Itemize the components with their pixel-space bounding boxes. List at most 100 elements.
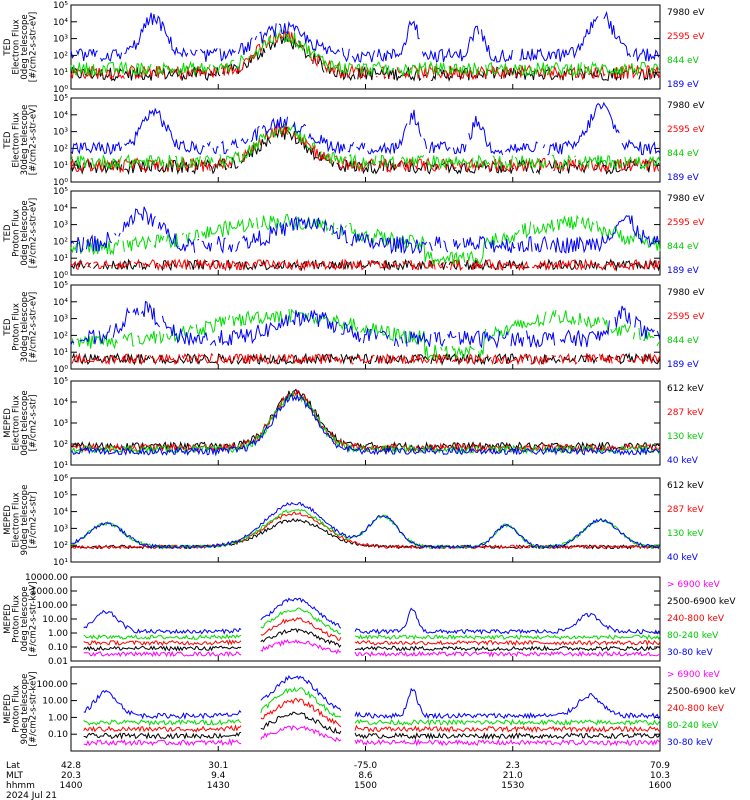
series-2500-6900-kev (83, 628, 661, 652)
y-tick-label: 10³ (53, 128, 68, 138)
y-axis-label: [#/cm2-s-str-eV] (29, 12, 39, 82)
y-tick-label: 10⁵ (53, 187, 68, 197)
y-axis-label: [#/cm2-s-str-eV] (29, 105, 39, 175)
series-287-kev (70, 389, 661, 454)
series-40-kev (70, 501, 661, 550)
panel-6: 0.01 0.10 1.00 10.00 100.00 1000.00 10000.00 ME… (3, 573, 736, 667)
y-tick-label: 10⁰ (53, 85, 68, 95)
legend-entry: 2595 eV (667, 32, 705, 42)
y-axis-label: [#/cm2-s-str-eV] (29, 198, 39, 268)
y-axis-label: Electron Flux (12, 112, 22, 167)
y-axis-label: [#/cm2-s-str-keV] (29, 672, 39, 747)
y-tick-label: 10¹ (53, 254, 68, 264)
y-axis-label: TED (3, 131, 13, 150)
legend-entry: > 6900 keV (667, 580, 721, 590)
y-tick-label: 10⁵ (53, 491, 68, 501)
y-tick-label: 10⁴ (53, 18, 68, 28)
y-tick-label: 10² (53, 144, 68, 154)
series-189-ev (70, 101, 661, 156)
y-axis-label: [#/cm2-s-str-keV] (29, 582, 39, 657)
legend-entry: 287 keV (667, 408, 704, 418)
y-axis-label: Proton Flux (12, 209, 22, 257)
legend-entry: 2500-6900 keV (667, 687, 736, 697)
series-189-ev (70, 300, 661, 349)
y-axis-label: 0deg telescope (20, 390, 30, 455)
legend-entry: > 6900 keV (667, 670, 721, 680)
y-axis-label: Electron Flux (12, 395, 22, 450)
legend-entry: 40 keV (667, 553, 699, 563)
series-612-kev (70, 388, 661, 452)
legend-entry: 189 eV (667, 360, 700, 370)
y-tick-label: 10000.00 (25, 573, 68, 583)
x-tick-mlt: 8.6 (358, 771, 373, 781)
y-tick-label: 10⁰ (53, 271, 68, 281)
y-tick-label: 10⁴ (53, 204, 68, 214)
y-axis-label: [#/cm2-s-str-eV] (29, 292, 39, 362)
series-30-80-kev (83, 597, 661, 635)
y-axis-label: 0deg telescope (20, 14, 30, 79)
legend-entry: 240-800 keV (667, 614, 725, 624)
legend-entry: 189 eV (667, 80, 700, 90)
y-axis-label: Proton Flux (12, 685, 22, 733)
legend-entry: 40 keV (667, 456, 699, 466)
y-axis-label: Electron Flux (12, 492, 22, 547)
y-axis-label: [#/cm2-s-str] (29, 492, 39, 549)
legend-entry: 30-80 keV (667, 648, 713, 658)
legend-entry: 2595 eV (667, 312, 705, 322)
series-130-kev (70, 509, 661, 550)
x-row-label: Lat (6, 761, 21, 771)
series-189-ev (70, 10, 660, 64)
series--6900-kev (83, 725, 661, 747)
series-240-800-kev (83, 697, 661, 734)
x-tick-lat: 30.1 (208, 761, 228, 771)
legend-entry: 80-240 keV (667, 721, 719, 731)
y-axis-label: Proton Flux (12, 595, 22, 643)
y-tick-label: 10¹ (53, 68, 68, 78)
legend-entry: 7980 eV (667, 194, 705, 204)
series-844-ev (70, 123, 661, 171)
y-tick-label: 1.00 (48, 713, 68, 723)
y-tick-label: 10⁵ (53, 281, 68, 291)
y-tick-label: 10⁴ (53, 111, 68, 121)
y-axis-label: 30deg telescope (20, 105, 30, 176)
y-axis-label: MEPED (3, 505, 13, 535)
y-tick-label: 10³ (53, 221, 68, 231)
y-axis-label: TED (3, 318, 13, 337)
legend-entry: 7980 eV (667, 288, 705, 298)
legend-entry: 612 keV (667, 384, 704, 394)
y-tick-label: 100.00 (37, 680, 69, 690)
y-tick-label: 0.10 (48, 643, 68, 653)
x-tick-lat: 42.8 (61, 761, 81, 771)
series-40-kev (70, 393, 661, 457)
series-240-800-kev (83, 617, 661, 647)
y-tick-label: 0.01 (48, 657, 68, 667)
x-tick-hhmm: 1400 (60, 781, 83, 791)
legend-entry: 189 eV (667, 266, 700, 276)
y-tick-label: 10⁰ (53, 365, 68, 375)
y-axis-label: 90deg telescope (20, 485, 30, 556)
legend-entry: 2595 eV (667, 218, 705, 228)
y-tick-label: 10³ (53, 524, 68, 534)
legend-entry: 189 eV (667, 173, 700, 183)
x-tick-mlt: 10.3 (650, 771, 670, 781)
legend-entry: 844 eV (667, 242, 700, 252)
y-tick-label: 10² (53, 541, 68, 551)
x-tick-mlt: 21.0 (503, 771, 523, 781)
x-tick-lat: 2.3 (506, 761, 520, 771)
y-axis-label: Electron Flux (12, 19, 22, 74)
y-tick-label: 10⁴ (53, 398, 68, 408)
y-tick-label: 10² (53, 237, 68, 247)
y-tick-label: 10¹ (53, 348, 68, 358)
legend-entry: 2500-6900 keV (667, 597, 736, 607)
series-612-kev (70, 517, 661, 550)
x-row-label: hhmm (6, 781, 35, 791)
series-189-ev (70, 206, 660, 255)
y-tick-label: 10⁴ (53, 508, 68, 518)
y-tick-label: 10² (53, 331, 68, 341)
